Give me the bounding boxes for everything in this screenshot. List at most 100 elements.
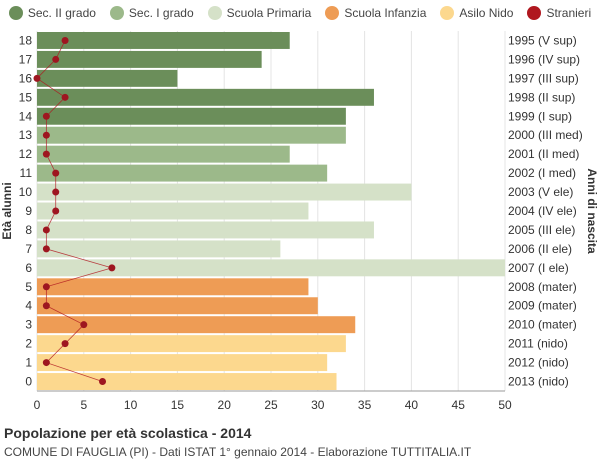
legend-item: Scuola Primaria [207, 6, 312, 20]
y-axis-right-title: Anni di nascita [585, 168, 599, 254]
legend-item: Sec. II grado [8, 6, 96, 20]
stranieri-point [52, 188, 60, 196]
stranieri-point [61, 340, 69, 348]
legend-item: Asilo Nido [440, 6, 513, 20]
bar [37, 354, 328, 372]
year-label: 2011 (nido) [508, 337, 568, 351]
age-label: 8 [25, 223, 32, 237]
age-label: 5 [25, 280, 32, 294]
legend-item: Scuola Infanzia [325, 6, 426, 20]
x-tick-label: 35 [358, 398, 372, 412]
bar [37, 240, 281, 258]
x-tick-label: 10 [124, 398, 138, 412]
age-label: 15 [19, 90, 33, 104]
x-tick-label: 25 [264, 398, 278, 412]
x-tick-label: 30 [311, 398, 325, 412]
age-label: 16 [19, 71, 33, 85]
y-axis-title: Età alunni [0, 182, 14, 239]
age-label: 0 [25, 375, 32, 389]
stranieri-point [42, 302, 50, 310]
bar [37, 50, 262, 68]
year-label: 1997 (III sup) [508, 71, 579, 85]
stranieri-point [42, 112, 50, 120]
bar [37, 88, 374, 106]
x-tick-label: 40 [405, 398, 419, 412]
bar [37, 69, 178, 87]
x-tick-label: 45 [452, 398, 466, 412]
bar [37, 373, 337, 390]
year-label: 2005 (III ele) [508, 223, 575, 237]
bar [37, 335, 346, 353]
age-label: 6 [25, 261, 32, 275]
x-tick-label: 50 [498, 398, 512, 412]
year-label: 2002 (I med) [508, 166, 576, 180]
bar [37, 259, 505, 277]
year-label: 1998 (II sup) [508, 90, 575, 104]
bar [37, 164, 328, 182]
legend-label: Sec. I grado [128, 6, 194, 20]
legend-swatch [8, 6, 23, 20]
year-label: 1996 (IV sup) [508, 52, 580, 66]
x-tick-label: 20 [218, 398, 232, 412]
age-label: 12 [19, 147, 33, 161]
legend-item: Sec. I grado [109, 6, 194, 20]
x-tick-label: 5 [80, 398, 87, 412]
age-label: 13 [19, 128, 33, 142]
age-label: 11 [20, 166, 33, 180]
stranieri-point [52, 169, 60, 177]
bar [37, 297, 318, 315]
stranieri-point [42, 150, 50, 158]
x-tick-label: 0 [34, 398, 41, 412]
year-label: 2013 (nido) [508, 375, 569, 389]
stranieri-point [42, 245, 50, 253]
bar [37, 145, 290, 163]
year-label: 2000 (III med) [508, 128, 583, 142]
age-label: 14 [19, 109, 33, 123]
stranieri-point [99, 378, 107, 386]
stranieri-point [33, 74, 41, 82]
bar [37, 126, 346, 144]
legend-swatch [109, 6, 124, 20]
bar [37, 221, 374, 239]
x-tick-label: 15 [171, 398, 185, 412]
bar [37, 107, 346, 125]
year-label: 2010 (mater) [508, 318, 577, 332]
stranieri-point [42, 131, 50, 139]
bar [37, 183, 412, 201]
stranieri-point [61, 36, 69, 44]
legend-label: Sec. II grado [27, 6, 96, 20]
year-label: 2004 (IV ele) [508, 204, 577, 218]
bar [37, 32, 290, 49]
legend-swatch [207, 6, 222, 20]
legend-swatch [440, 6, 455, 20]
stranieri-point [42, 226, 50, 234]
age-label: 3 [25, 318, 32, 332]
bar [37, 278, 309, 296]
age-label: 2 [25, 337, 32, 351]
bar [37, 316, 356, 334]
stranieri-point [42, 283, 50, 291]
age-label: 10 [19, 185, 33, 199]
age-label: 7 [25, 242, 32, 256]
legend-label: Asilo Nido [459, 6, 514, 20]
age-label: 18 [19, 33, 33, 47]
year-label: 2003 (V ele) [508, 185, 573, 199]
stranieri-point [52, 55, 60, 63]
year-label: 2007 (I ele) [508, 261, 569, 275]
year-label: 2008 (mater) [508, 280, 577, 294]
year-label: 1995 (V sup) [508, 33, 577, 47]
year-label: 2009 (mater) [508, 299, 577, 313]
legend-swatch [527, 6, 542, 20]
year-label: 1999 (I sup) [508, 109, 572, 123]
legend-label: Scuola Primaria [226, 6, 312, 20]
chart-legend: Sec. II grado Sec. I grado Scuola Primaria… [0, 6, 600, 20]
stranieri-point [42, 359, 50, 367]
legend-label: Scuola Infanzia [344, 6, 427, 20]
stranieri-point [80, 321, 88, 329]
year-label: 2012 (nido) [508, 356, 569, 370]
year-label: 2001 (II med) [508, 147, 579, 161]
age-label: 1 [25, 356, 32, 370]
year-label: 2006 (II ele) [508, 242, 572, 256]
stranieri-point [61, 93, 69, 101]
